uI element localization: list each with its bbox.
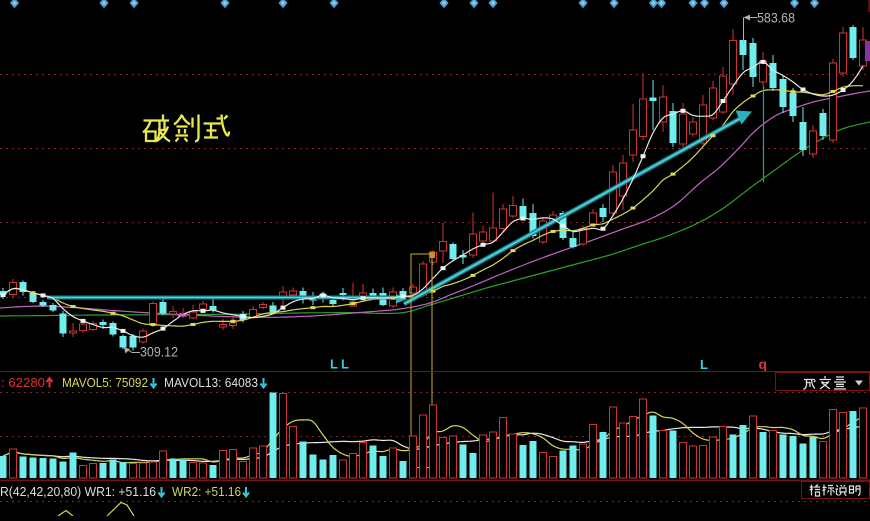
svg-text:: 62280: : 62280	[1, 375, 45, 390]
svg-text:309.12: 309.12	[140, 345, 178, 360]
svg-text:L: L	[700, 357, 708, 372]
svg-text:q: q	[759, 356, 768, 372]
svg-text:WR2: +51.16: WR2: +51.16	[172, 484, 241, 499]
svg-text:R(42,42,20,80) WR1: +51.16: R(42,42,20,80) WR1: +51.16	[0, 484, 156, 499]
svg-text:MAVOL5: 75092: MAVOL5: 75092	[62, 375, 148, 390]
svg-text:LL: LL	[330, 357, 352, 372]
svg-text:583.68: 583.68	[757, 11, 795, 26]
svg-text:MAVOL13: 64083: MAVOL13: 64083	[164, 375, 258, 390]
